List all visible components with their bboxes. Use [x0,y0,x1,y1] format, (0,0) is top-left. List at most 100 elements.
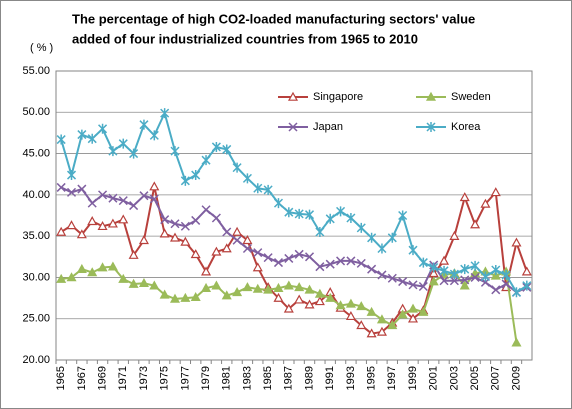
marker-shape [56,182,66,192]
marker [346,212,356,223]
marker [439,276,449,286]
legend-label: Sweden [451,91,491,103]
marker [460,264,470,275]
x-tick-label: 1975 [159,366,171,390]
marker-shape [325,292,336,302]
marker-shape [77,184,87,194]
marker-shape [118,138,128,149]
marker-shape [180,175,190,186]
marker [201,205,211,215]
marker [87,267,98,277]
marker [273,198,284,209]
marker [201,266,212,276]
marker-shape [242,173,252,184]
marker [325,292,336,302]
x-tick-label: 1979 [200,366,212,390]
marker [180,292,191,302]
marker-shape [107,218,118,228]
marker [521,266,532,276]
y-tick-label: 50.00 [22,106,50,118]
marker-shape [118,273,129,283]
marker-shape [294,294,305,304]
marker [398,210,408,221]
marker [284,253,294,263]
marker [118,196,128,206]
marker [108,146,118,157]
marker-shape [180,292,191,302]
marker-shape [159,289,170,299]
marker-shape [407,313,419,323]
marker-shape [511,237,522,247]
marker [460,275,470,285]
marker-shape [460,275,470,285]
marker-shape [149,130,159,141]
chart-title: The percentage of high CO2-loaded manufa… [72,11,475,26]
marker-shape [169,232,181,242]
marker-shape [149,181,160,191]
marker [169,232,181,242]
y-tick-label: 55.00 [22,65,50,77]
marker [377,270,387,280]
marker [180,221,190,231]
marker-shape [439,255,450,265]
marker-shape [459,192,470,202]
marker-shape [366,306,377,316]
marker-shape [108,146,118,157]
marker-shape [387,232,397,243]
marker [273,282,284,292]
marker-shape [149,194,159,204]
marker-shape [211,280,222,290]
marker [439,255,450,265]
marker-shape [491,264,501,275]
marker-shape [66,187,77,197]
marker-shape [377,270,387,280]
marker [346,256,356,266]
marker [418,257,428,268]
marker-shape [118,196,128,206]
marker-shape [232,287,243,297]
marker [449,230,460,240]
marker-shape [304,252,315,262]
series-line [60,186,528,294]
marker-shape [429,262,439,273]
marker [76,229,87,239]
marker [118,138,128,149]
marker-shape [387,273,397,283]
marker-shape [366,328,377,338]
marker-shape [76,229,87,239]
marker [366,306,377,316]
marker-shape [501,269,511,280]
marker [76,263,87,273]
marker-shape [408,245,418,256]
marker [232,162,242,173]
marker [314,288,325,298]
marker-shape [159,228,170,238]
marker-shape [107,261,118,271]
marker-shape [138,235,149,245]
marker [139,119,149,130]
marker [87,133,97,144]
marker-shape [138,277,149,288]
marker-shape [128,249,139,259]
marker [356,301,367,311]
marker [87,198,97,208]
marker-shape [232,235,242,245]
x-tick-label: 1969 [96,366,108,390]
y-tick-label: 30.00 [22,271,50,283]
marker [128,278,139,288]
marker [252,262,263,272]
marker [222,144,232,155]
marker-shape [201,205,211,215]
marker [304,299,315,309]
marker [449,276,459,286]
x-tick-label: 2005 [469,366,481,390]
marker-shape [490,270,501,280]
marker [288,122,298,132]
marker-shape [367,264,377,274]
marker [356,258,366,268]
marker-shape [294,249,304,259]
marker [221,243,232,253]
series-line [60,110,528,294]
marker-shape [139,191,149,201]
marker-shape [356,258,366,268]
